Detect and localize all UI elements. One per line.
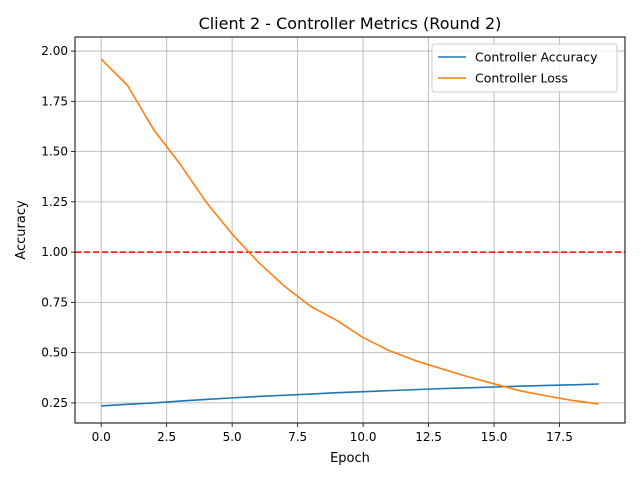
x-tick-label: 7.5	[288, 430, 307, 444]
y-tick-label: 1.25	[41, 195, 68, 209]
x-tick-label: 5.0	[223, 430, 242, 444]
chart-title: Client 2 - Controller Metrics (Round 2)	[199, 14, 502, 33]
x-tick-label: 17.5	[546, 430, 573, 444]
y-tick-label: 1.75	[41, 94, 68, 108]
x-tick-label: 2.5	[157, 430, 176, 444]
y-axis-ticks: 0.25 0.50 0.75 1.00 1.25 1.50 1.75 2.00	[41, 44, 75, 410]
series-line-controller-loss	[100, 58, 599, 405]
x-tick-label: 15.0	[481, 430, 508, 444]
series-group	[100, 58, 599, 407]
y-tick-label: 0.75	[41, 295, 68, 309]
legend-label: Controller Loss	[475, 71, 568, 86]
plot-area-frame	[74, 36, 626, 424]
y-tick-label: 2.00	[41, 44, 68, 58]
x-axis-ticks: 0.0 2.5 5.0 7.5 10.0 12.5 15.0 17.5	[92, 423, 573, 444]
x-tick-label: 10.0	[350, 430, 377, 444]
x-tick-label: 12.5	[415, 430, 442, 444]
grid	[75, 37, 625, 423]
legend-label: Controller Accuracy	[475, 50, 598, 65]
y-axis-label: Accuracy	[14, 200, 29, 260]
y-tick-label: 0.25	[41, 396, 68, 410]
x-axis-label: Epoch	[330, 451, 370, 466]
y-tick-label: 1.50	[41, 145, 68, 159]
series-line-controller-accuracy	[101, 383, 599, 407]
legend-box	[431, 43, 618, 93]
y-tick-label: 1.00	[41, 245, 68, 259]
legend: Controller Accuracy Controller Loss	[431, 43, 618, 93]
x-tick-label: 0.0	[92, 430, 111, 444]
y-tick-label: 0.50	[41, 346, 68, 360]
